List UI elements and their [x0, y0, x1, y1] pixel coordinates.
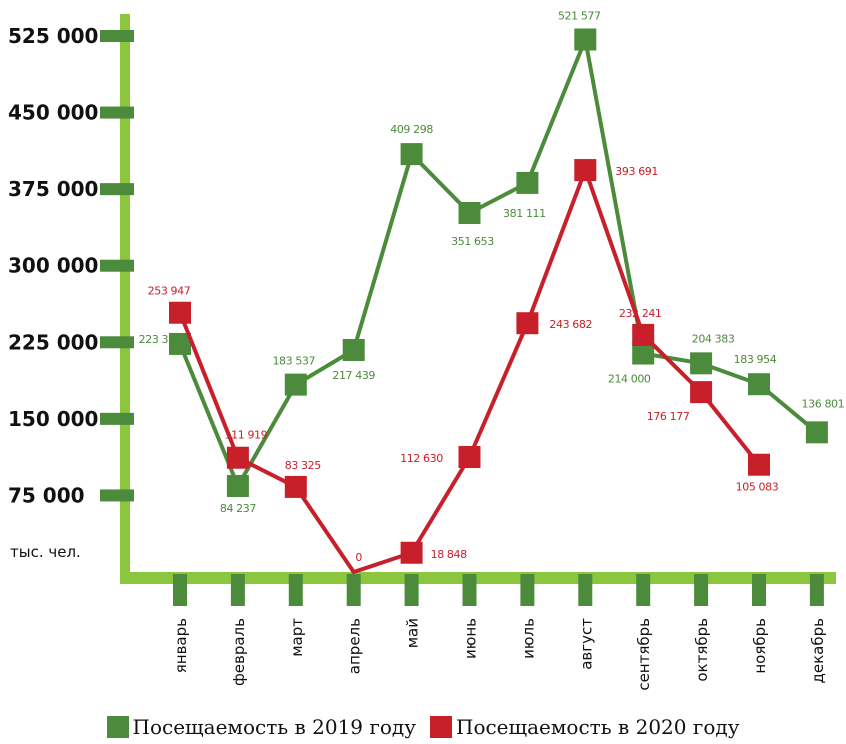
data-point	[226, 446, 249, 469]
data-point	[400, 143, 423, 166]
data-point	[574, 28, 597, 51]
y-tick-mark	[100, 489, 134, 502]
data-point	[690, 381, 713, 404]
x-tick-mark	[346, 574, 361, 606]
data-label: 136 801	[802, 397, 845, 410]
data-label: 183 954	[734, 353, 777, 366]
data-label: 381 111	[503, 207, 546, 220]
legend-swatch-2019	[106, 716, 129, 738]
data-point	[516, 312, 539, 335]
x-tick-label: февраль	[230, 618, 248, 686]
y-tick-mark	[100, 259, 134, 272]
data-point	[748, 373, 770, 396]
y-tick-mark	[100, 183, 134, 196]
data-point	[226, 474, 249, 497]
x-tick-label: март	[288, 618, 306, 657]
y-tick-label: 225 000	[8, 330, 98, 354]
legend-swatch-2020	[430, 716, 452, 738]
y-tick-mark	[100, 30, 134, 42]
data-label: 393 691	[615, 165, 658, 178]
data-point	[690, 352, 713, 375]
data-label: 253 947	[148, 285, 191, 298]
data-label: 112 630	[400, 452, 443, 465]
data-point	[342, 339, 365, 362]
y-ticks: 75 000 150 000 225 000 300 000 375 000 450 00…	[8, 24, 134, 507]
data-label: 214 000	[608, 373, 651, 386]
legend-item-2019: Посещаемость в 2019 году	[106, 715, 416, 739]
data-label: 0	[355, 551, 362, 564]
data-label: 217 439	[332, 369, 375, 382]
data-label: 232 241	[619, 307, 662, 320]
data-point	[169, 301, 191, 324]
data-label: 105 083	[736, 481, 779, 494]
data-point	[169, 332, 191, 355]
x-axis	[120, 572, 836, 584]
x-tick-label: август	[577, 618, 595, 670]
data-point	[458, 201, 481, 224]
data-label: 183 537	[272, 355, 315, 368]
data-label: 409 298	[390, 123, 433, 136]
series-layer: 223 364 84 237 183 537 217 439 409 298 351 65…	[139, 9, 845, 574]
data-point	[632, 323, 655, 346]
legend-label-2020: Посещаемость в 2020 году	[456, 715, 740, 739]
y-tick-mark	[100, 412, 134, 425]
x-tick-label: ноябрь	[751, 618, 769, 674]
data-point	[284, 475, 307, 498]
x-tick-mark	[636, 574, 651, 606]
data-point	[458, 446, 481, 469]
data-label: 223 364	[139, 333, 182, 346]
y-tick-label: 450 000	[8, 101, 98, 125]
data-label: 84 237	[220, 502, 256, 515]
legend-label-2019: Посещаемость в 2019 году	[132, 715, 416, 739]
x-tick-label: июнь	[462, 618, 480, 659]
y-unit-label: тыс. чел.	[10, 543, 81, 561]
x-tick-mark	[694, 574, 709, 606]
x-tick-mark	[230, 574, 245, 606]
y-tick-mark	[100, 106, 134, 119]
y-tick-label: 300 000	[8, 254, 98, 278]
x-tick-mark	[752, 574, 766, 606]
y-tick-label: 525 000	[8, 24, 98, 48]
data-point	[284, 373, 307, 396]
data-point	[400, 541, 423, 564]
x-tick-label: июль	[519, 618, 537, 659]
data-label: 243 682	[549, 318, 592, 331]
x-tick-label: сентябрь	[635, 618, 653, 691]
series-line-1	[178, 168, 761, 574]
x-ticks: январь февраль март апрель май июнь июль август…	[172, 574, 827, 691]
data-label: 83 325	[285, 459, 321, 472]
y-tick-label: 75 000	[8, 483, 85, 507]
line-chart: 75 000 150 000 225 000 300 000 375 000 450 00…	[8, 9, 845, 691]
legend-item-2020: Посещаемость в 2020 году	[430, 715, 739, 739]
data-label: 111 919	[225, 429, 268, 442]
data-label: 351 653	[451, 235, 494, 248]
x-tick-mark	[404, 574, 419, 606]
x-tick-label: октябрь	[693, 618, 711, 682]
data-label: 204 383	[692, 332, 735, 345]
x-tick-mark	[520, 574, 535, 606]
data-point	[516, 171, 539, 194]
y-tick-mark	[100, 336, 134, 349]
data-label: 176 177	[647, 410, 690, 423]
x-tick-label: декабрь	[809, 618, 827, 683]
data-label: 521 577	[558, 9, 601, 22]
x-tick-label: май	[404, 618, 422, 648]
legend: Посещаемость в 2019 году Посещаемость в …	[0, 712, 846, 742]
data-point	[805, 421, 828, 444]
x-tick-mark	[173, 574, 187, 606]
y-tick-label: 375 000	[8, 177, 98, 201]
y-tick-label: 150 000	[8, 407, 98, 431]
x-tick-mark	[809, 574, 824, 606]
x-tick-mark	[288, 574, 303, 606]
data-point	[632, 342, 655, 365]
x-tick-mark	[578, 574, 593, 606]
y-axis	[120, 14, 130, 584]
x-tick-label: апрель	[346, 618, 364, 674]
data-label: 18 848	[431, 548, 467, 561]
x-tick-label: январь	[172, 618, 190, 673]
x-tick-mark	[462, 574, 477, 606]
data-point	[748, 453, 770, 476]
data-point	[574, 159, 597, 182]
